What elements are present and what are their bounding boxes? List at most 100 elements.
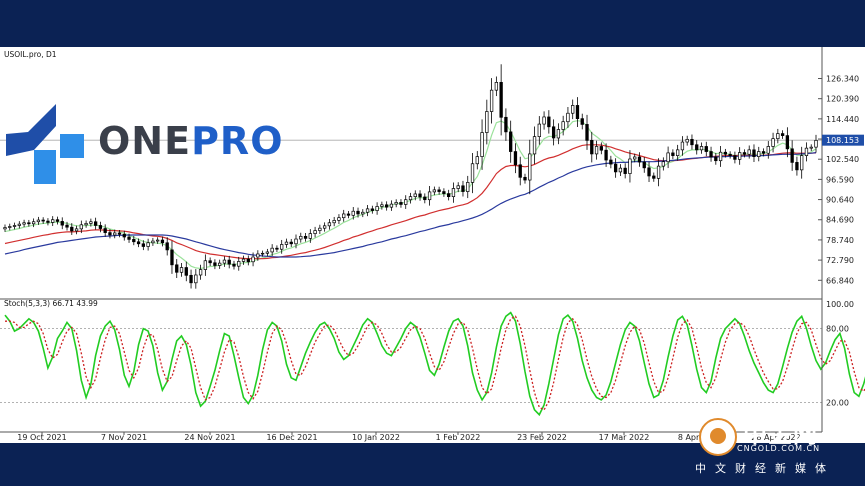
candle-body [375, 206, 379, 211]
candle-body [280, 244, 284, 250]
candle-body [661, 161, 665, 167]
candle-body [547, 116, 551, 128]
candle-body [127, 236, 131, 240]
candle-body [122, 233, 126, 238]
onepro-logo-mark [6, 104, 84, 184]
candle-body [680, 141, 685, 151]
current-price-tag [822, 134, 864, 146]
price-axis-label: 90.640 [826, 196, 854, 205]
candle-body [232, 263, 236, 267]
candle-body [8, 226, 12, 228]
candle-body [184, 267, 188, 276]
candle-body [780, 133, 785, 136]
cngold-logo-subtitle: 中文财经新媒体 [695, 462, 835, 475]
candle-body [532, 136, 537, 155]
candle-body [733, 155, 737, 160]
candle-body [656, 165, 661, 179]
candle-body [432, 189, 437, 193]
candle-body [89, 221, 93, 224]
candle-body [423, 196, 427, 201]
candle-body [41, 219, 45, 222]
candle-body [652, 175, 656, 179]
candle-body [165, 242, 169, 251]
candle-body [251, 256, 255, 263]
price-axis-label: 78.740 [826, 236, 854, 245]
candle-body [637, 156, 642, 163]
candle-body [604, 149, 608, 161]
stochastic-level-label: 80.00 [826, 325, 849, 334]
candle-body [256, 253, 260, 258]
x-axis-label: 19 Oct 2021 [17, 433, 66, 442]
candle-body [361, 211, 365, 215]
candle-body [327, 222, 332, 227]
x-axis-label: 24 Nov 2021 [184, 433, 235, 442]
x-axis-label: 7 Nov 2021 [101, 433, 147, 442]
price-axis-label: 66.840 [826, 276, 854, 285]
cngold-logo-title: 中金网 [743, 420, 818, 448]
candle-body [84, 223, 88, 226]
candle-body [599, 146, 603, 151]
candle-body [585, 124, 589, 141]
candle-body [346, 213, 351, 216]
cngold-logo-url: CNGOLD.COM.CN [737, 444, 821, 453]
stochastic-level-label: 20.00 [826, 398, 849, 407]
candle-body [17, 223, 21, 226]
candle-body [275, 247, 279, 250]
candle-body [466, 182, 470, 192]
candle-body [136, 241, 141, 245]
candle-body [413, 193, 417, 198]
onepro-logo-text: ONEPRO [98, 119, 284, 163]
price-axis-label: 126.340 [826, 74, 859, 83]
candle-body [489, 89, 494, 112]
candle-body [766, 146, 770, 154]
candle-body [365, 208, 370, 213]
candle-body [461, 185, 465, 192]
candle-body [790, 148, 794, 163]
candle-body [666, 152, 670, 163]
candle-body [513, 151, 518, 166]
candle-body [633, 156, 637, 160]
candle-body [179, 267, 184, 273]
candle-body [776, 133, 780, 140]
candle-body [384, 204, 389, 208]
candle-body [747, 149, 751, 155]
candle-body [442, 191, 446, 194]
candle-body [575, 105, 580, 120]
candle-body [389, 203, 394, 208]
candle-body [98, 225, 103, 229]
candle-body [322, 225, 327, 229]
candle-body [542, 116, 546, 125]
stochastic-k-line [4, 311, 865, 417]
candle-body [132, 239, 136, 243]
candle-body [623, 167, 627, 174]
candle-body [475, 156, 479, 165]
candle-body [695, 144, 699, 151]
price-axis-label: 114.440 [826, 115, 859, 124]
candle-body [218, 262, 222, 266]
candle-body [556, 129, 561, 139]
candle-body [160, 239, 165, 244]
price-axis-label: 96.590 [826, 175, 854, 184]
candle-body [590, 140, 594, 155]
candle-body [561, 121, 565, 130]
price-chart[interactable]: 126.340120.390114.440108.490102.54096.59… [0, 47, 865, 443]
candle-body [609, 159, 613, 165]
candle-body [151, 240, 155, 244]
candle-body [156, 239, 160, 242]
candle-body [93, 221, 98, 226]
candle-body [594, 146, 599, 155]
candle-body [222, 259, 227, 264]
candle-body [537, 123, 541, 137]
candle-body [227, 259, 231, 265]
current-price-label: 108.153 [826, 136, 859, 145]
candle-body [785, 135, 790, 150]
x-axis-label: 23 Feb 2022 [517, 433, 567, 442]
candle-body [70, 226, 74, 232]
candle-body [51, 219, 55, 223]
candle-body [294, 238, 298, 245]
candle-body [270, 247, 274, 253]
candle-body [237, 261, 241, 267]
candle-body [518, 164, 522, 178]
candle-body [170, 249, 174, 266]
candle-body [757, 151, 761, 157]
